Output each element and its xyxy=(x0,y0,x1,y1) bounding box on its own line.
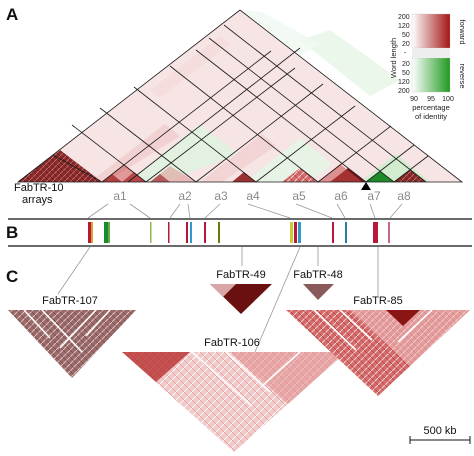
band-marks xyxy=(88,222,390,243)
label-fabtr-106: FabTR-106 xyxy=(204,337,260,349)
array-a5-block xyxy=(282,168,318,182)
identity-tick-95: 95 xyxy=(427,96,435,103)
word-length-label: Word length xyxy=(389,38,398,78)
band-mark xyxy=(190,222,192,243)
reverse-label: reverse xyxy=(458,63,467,88)
band-mark xyxy=(345,222,347,243)
band-mark xyxy=(186,222,188,243)
identity-tick-90: 90 xyxy=(410,96,418,103)
array-a7: a7 xyxy=(367,189,381,203)
band-mark xyxy=(298,222,301,243)
legend-panel: 200 120 50 20 - 20 50 120 200 Word lengt… xyxy=(389,10,468,121)
neutral-band xyxy=(412,48,450,58)
panel-label-b: B xyxy=(6,223,18,242)
triangle-background xyxy=(18,10,462,182)
identity-label-line1: percentage xyxy=(412,103,450,112)
panel-label-c: C xyxy=(6,267,18,286)
label-fabtr-107: FabTR-107 xyxy=(42,295,98,307)
reverse-tick-120: 120 xyxy=(398,79,410,86)
array-a6: a6 xyxy=(334,189,348,203)
reverse-tick-20: 20 xyxy=(402,61,410,68)
identity-tick-100: 100 xyxy=(442,96,454,103)
band-mark xyxy=(332,222,334,243)
panel-c-dotplots: FabTR-107 FabTR-49 FabTR-48 FabTR-106 Fa… xyxy=(8,269,470,452)
pink-band xyxy=(150,36,230,98)
band-mark xyxy=(204,222,206,243)
panel-b-band xyxy=(8,218,472,247)
panel-a-dotplot xyxy=(16,9,464,190)
array-a1: a1 xyxy=(113,189,127,203)
dotplot-fabtr-48 xyxy=(303,284,334,300)
band-mark xyxy=(290,222,293,243)
array-a7-block xyxy=(366,171,394,182)
identity-label-line2: of identity xyxy=(415,112,447,121)
band-mark xyxy=(218,222,220,243)
pink-band xyxy=(200,134,276,182)
band-mark xyxy=(91,222,93,243)
forward-tick-20: 20 xyxy=(402,41,410,48)
label-fabtr-48: FabTR-48 xyxy=(293,269,343,281)
array-a5: a5 xyxy=(292,189,306,203)
band-mark xyxy=(108,222,110,243)
label-fabtr-49: FabTR-49 xyxy=(216,269,266,281)
array-a4: a4 xyxy=(246,189,260,203)
forward-label: forward xyxy=(458,19,467,44)
scale-bar-label: 500 kb xyxy=(423,425,456,437)
marker-arrowhead xyxy=(361,182,371,190)
forward-tick-120: 120 xyxy=(398,23,410,30)
scale-bar: 500 kb xyxy=(409,425,471,444)
band-mark xyxy=(104,222,108,243)
reverse-tick-200: 200 xyxy=(398,88,410,95)
band-mark xyxy=(88,222,91,243)
arrays-label-line2: arrays xyxy=(22,194,53,206)
connectors-b-to-c xyxy=(57,246,379,353)
label-fabtr-85: FabTR-85 xyxy=(353,295,403,307)
band-mark xyxy=(388,222,390,243)
panel-label-a: A xyxy=(6,5,18,24)
array-a2: a2 xyxy=(178,189,192,203)
array-names: a1 a2 a3 a4 a5 a6 a7 a8 xyxy=(113,189,411,203)
green-band xyxy=(300,30,400,96)
band-mark xyxy=(150,222,152,243)
green-band xyxy=(240,10,320,56)
green-band xyxy=(245,138,332,182)
band-mark xyxy=(168,222,170,243)
grid-lines-reverse xyxy=(52,24,427,183)
grid-lines-forward xyxy=(101,47,429,183)
array-a8-block xyxy=(394,170,426,182)
band-mark xyxy=(294,222,297,243)
green-band xyxy=(128,124,238,182)
triangle-outline xyxy=(16,9,464,183)
dotplot-fabtr-107 xyxy=(8,310,136,378)
connectors-a-to-b xyxy=(87,203,403,219)
red-patch xyxy=(102,164,146,182)
forward-tick-200: 200 xyxy=(398,14,410,21)
arrays-label-line1: FabTR-10 xyxy=(14,182,64,194)
array-a3: a3 xyxy=(214,189,228,203)
red-patch xyxy=(318,164,362,182)
red-patch xyxy=(150,166,196,182)
forward-gradient xyxy=(412,14,450,48)
array-a8: a8 xyxy=(397,189,411,203)
reverse-gradient xyxy=(412,58,450,92)
mid-tick: - xyxy=(404,50,407,57)
array-a1-block xyxy=(18,150,102,182)
forward-tick-50: 50 xyxy=(402,32,410,39)
reverse-tick-50: 50 xyxy=(402,70,410,77)
array-block xyxy=(232,172,256,182)
band-mark xyxy=(373,222,378,243)
